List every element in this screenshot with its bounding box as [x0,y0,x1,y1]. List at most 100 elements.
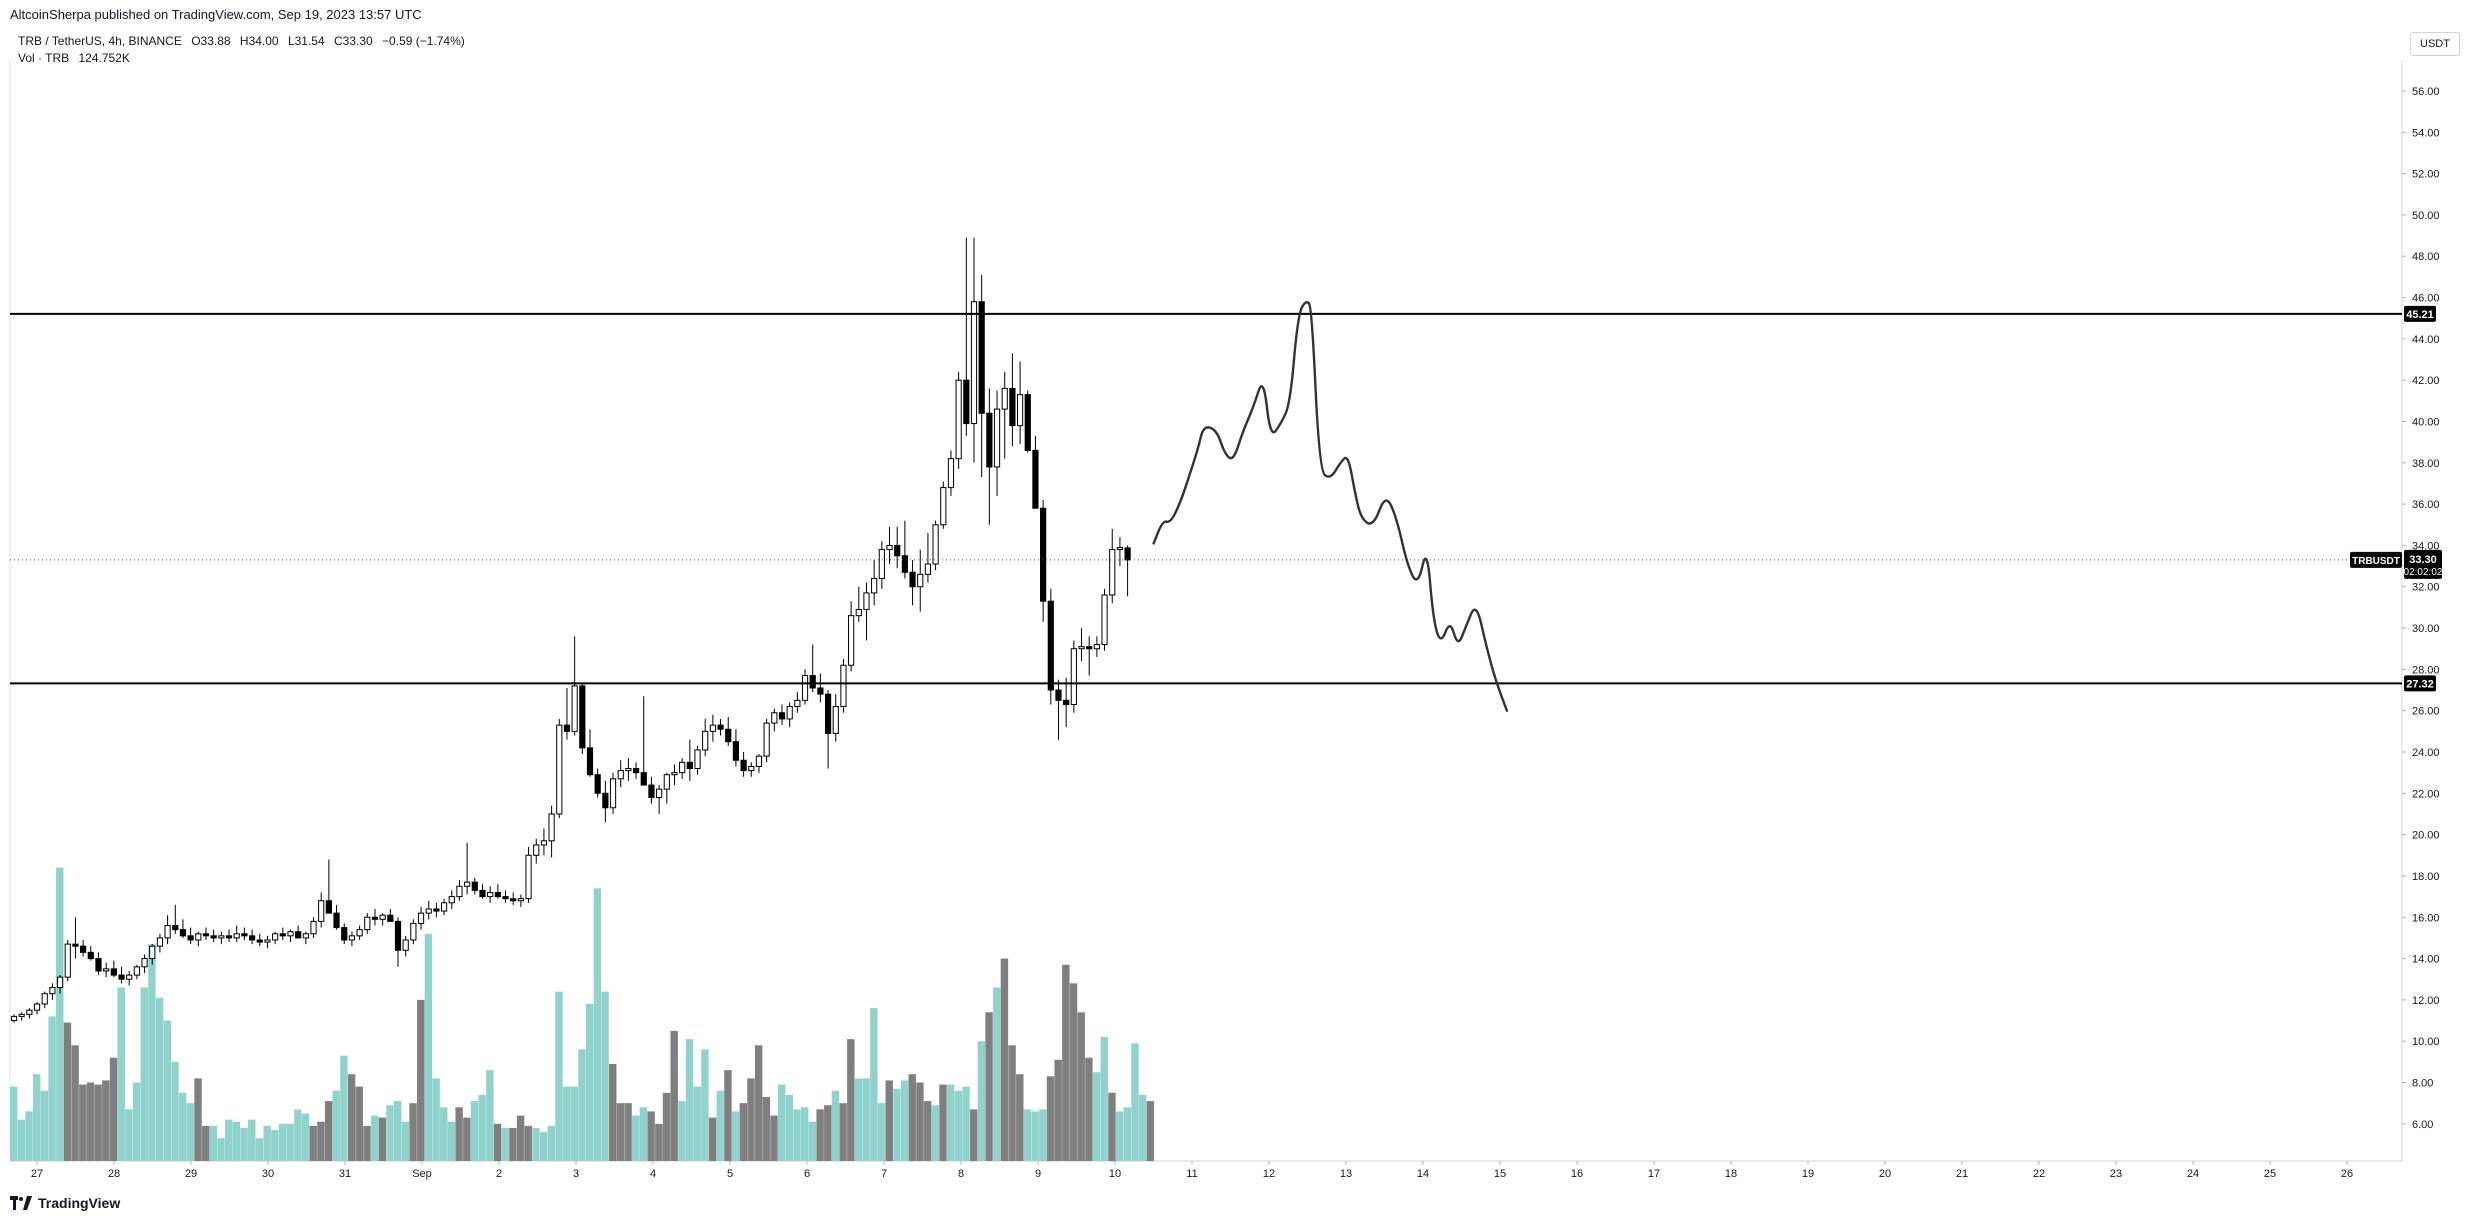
volume-bar [509,1127,517,1161]
candle [318,892,325,928]
candle [479,884,486,899]
volume-label[interactable]: Vol · TRB [18,51,70,65]
candle-body [402,939,409,951]
candle [494,884,501,899]
candle [1101,588,1108,651]
candle-body [333,912,340,929]
candle [871,559,878,606]
last-price-box [2404,549,2442,579]
volume-bar [171,1061,179,1161]
candle [10,1014,18,1023]
x-tick-label: 7 [881,1168,887,1180]
volume-bar [616,1103,625,1161]
candle-body [103,968,110,972]
y-tick-label: 32.00 [2412,582,2440,594]
volume-bar [40,1090,49,1161]
candle [763,718,770,763]
y-tick-label: 26.00 [2412,706,2440,718]
candle [187,927,194,945]
candle-body [425,908,432,914]
volume-bar [209,1125,218,1161]
candle-body [725,728,732,743]
candle-body [1047,600,1054,691]
x-tick-label: 31 [339,1168,351,1180]
candle-body [72,943,79,947]
candle-body [794,699,801,708]
candle-body [302,933,309,939]
candle-body [579,685,586,749]
symbol-name[interactable]: TRB / TetherUS, 4h, BINANCE [18,34,182,48]
candle-body [279,933,286,937]
candle-body [640,772,647,786]
candle-body [809,675,816,689]
candle-body [1086,646,1093,650]
candle-body [732,741,740,761]
candle-body [632,768,640,774]
x-tick-label: 3 [573,1168,579,1180]
candle-body [49,986,56,995]
candle [272,931,279,945]
volume-bar [1000,958,1009,1161]
candle-body [33,1003,41,1011]
volume-bar [332,1090,340,1161]
currency-button[interactable]: USDT [2410,32,2460,56]
candle-body [1109,549,1116,596]
candle-body [256,939,263,943]
candle-body [179,929,187,937]
candle-body [18,1013,25,1017]
volume-bar [86,1082,95,1161]
candle-body [1063,699,1070,705]
x-tick-label: 9 [1035,1168,1041,1180]
candle [264,935,271,949]
x-tick-label: 19 [1802,1168,1814,1180]
candle-body [740,759,747,772]
candle-body [218,935,225,939]
candle-body [617,770,624,780]
candle-body [1040,507,1047,602]
candle [1009,353,1016,447]
volume-bar [639,1107,648,1161]
volume-bar [56,867,64,1161]
volume-bar [71,1045,79,1161]
y-tick-label: 28.00 [2412,664,2440,676]
candle-body [694,749,701,770]
volume-bar [854,1078,863,1161]
candle [210,929,217,943]
volume-bar [739,1103,747,1161]
candle-body [947,458,955,489]
candle [840,659,847,713]
candle-body [64,943,71,978]
candle-body [1078,646,1085,650]
volume-bar [985,1012,993,1161]
volume-bar [186,1103,195,1161]
volume-bar [762,1096,771,1161]
volume-bar [532,1127,540,1161]
volume-bar [324,1101,333,1161]
x-tick-label: 16 [1571,1168,1583,1180]
candle [863,582,870,641]
candle-body [755,755,763,767]
volume-bar [317,1121,325,1161]
price-axis[interactable]: 6.00 8.00 10.00 12.00 14.00 16.00 18.00 20.00 22… [2402,86,2440,1131]
volume-bar [424,933,433,1161]
volume-bar [1146,1101,1155,1161]
candle-body [586,747,594,776]
x-tick-label: 6 [804,1168,810,1180]
candle-body [356,929,363,937]
candle-body [824,693,832,734]
candle-body [717,724,724,730]
candle [940,481,947,529]
volume-bar [63,1022,72,1161]
volume-bar [370,1115,379,1161]
time-axis[interactable]: 27 28 29 30 31 Sep 2 3 4 5 6 7 8 9 10 11 12 13 14 15 16 17 18 1… [31,1161,2353,1180]
volume-bar [248,1119,256,1161]
candle [348,931,356,947]
candle-body [817,687,824,695]
candle [663,772,670,804]
volume-bar [94,1084,102,1161]
volume-bar [432,1078,440,1161]
volume-bar [993,987,1001,1161]
volume-bar [355,1086,363,1161]
volume-bar [685,1039,694,1161]
